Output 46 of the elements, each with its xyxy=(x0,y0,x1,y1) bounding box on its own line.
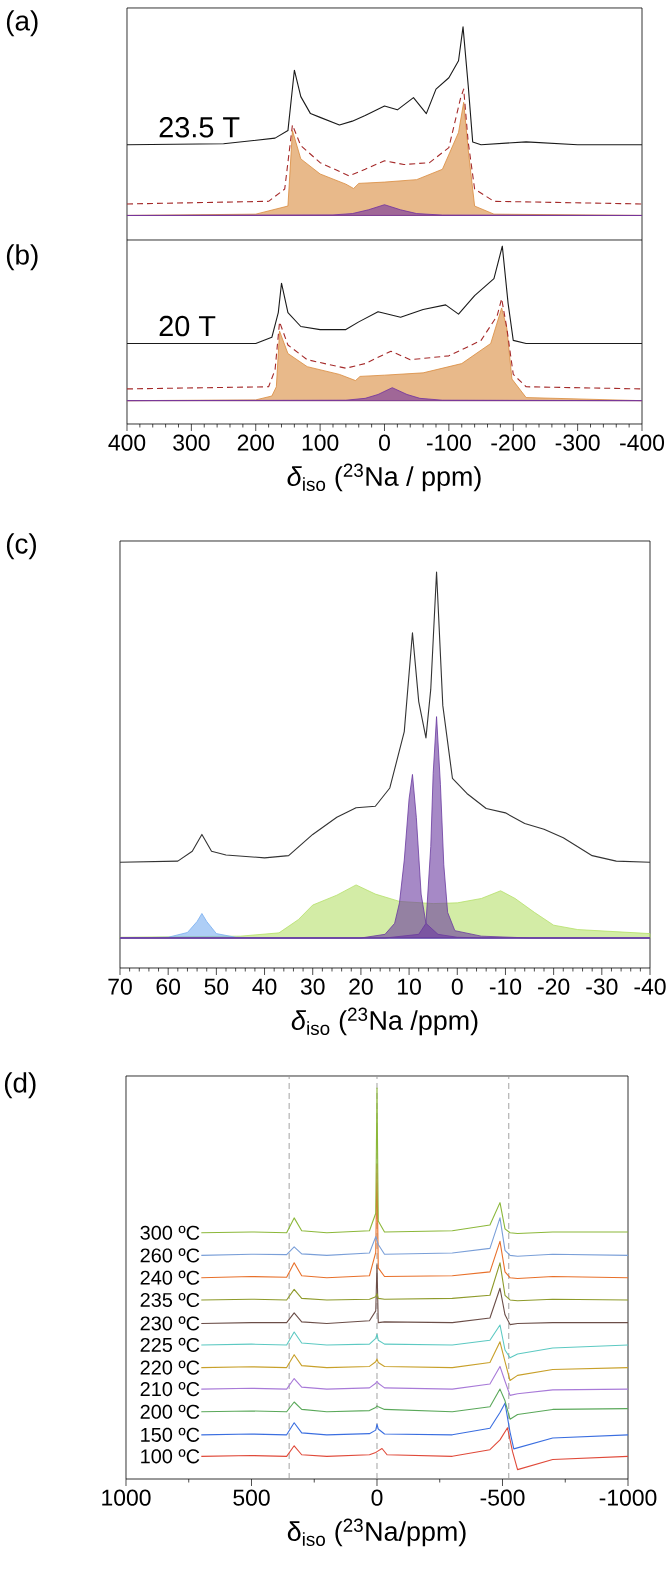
x-tick-label: 500 xyxy=(233,1489,270,1506)
x-tick-label: -300 xyxy=(555,434,600,451)
x-axis-title: δ$_{iso}$ ($^{23}$Na / ppm) xyxy=(287,463,481,492)
chart-title: (b) xyxy=(6,244,38,271)
x-tick-label: -20 xyxy=(538,978,570,995)
x-tick-label: 40 xyxy=(252,978,277,995)
x-tick-label: 0 xyxy=(379,434,390,451)
annotation: 20 T xyxy=(159,315,216,337)
chart-title: (a) xyxy=(6,10,38,37)
series-label: 150 ºC xyxy=(141,1427,200,1442)
series-label: 225 ºC xyxy=(140,1337,200,1352)
series-label: 100 ºC xyxy=(141,1449,200,1464)
series-label: 240 ºC xyxy=(140,1270,200,1285)
x-tick-label: 0 xyxy=(451,978,463,995)
x-tick-label: -10 xyxy=(489,978,522,995)
x-tick-label: 60 xyxy=(156,978,181,995)
series-label: 300 ºC xyxy=(140,1225,200,1240)
series-label: 200 ºC xyxy=(140,1404,200,1419)
x-tick-label: -40 xyxy=(634,978,666,995)
x-tick-label: -1000 xyxy=(599,1489,657,1506)
x-tick-label: 10 xyxy=(398,978,421,995)
x-axis-title: δ$_{iso}$ ($^{23}$Na /ppm) xyxy=(291,1007,478,1036)
chart-title: (c) xyxy=(6,533,36,560)
series-label: 220 ºC xyxy=(140,1360,200,1375)
chart-title: (d) xyxy=(4,1072,36,1099)
series-label: 230 ºC xyxy=(140,1316,200,1331)
x-tick-label: 50 xyxy=(204,978,229,995)
x-tick-label: 70 xyxy=(108,978,132,995)
x-tick-label: 300 xyxy=(173,434,210,451)
x-tick-label: -30 xyxy=(586,978,618,995)
x-tick-label: -100 xyxy=(426,434,471,451)
series-label: 210 ºC xyxy=(140,1382,200,1397)
x-tick-label: 100 xyxy=(302,434,339,451)
x-tick-label: 0 xyxy=(371,1489,383,1506)
x-tick-label: -200 xyxy=(491,434,536,451)
annotation: 23.5 T xyxy=(159,117,240,138)
x-tick-label: 400 xyxy=(108,434,146,451)
x-tick-label: 20 xyxy=(349,978,373,995)
series-label: 235 ºC xyxy=(140,1292,200,1308)
x-tick-label: -500 xyxy=(480,1489,525,1506)
x-tick-label: -400 xyxy=(620,434,665,451)
x-tick-label: 1000 xyxy=(102,1489,151,1506)
series-label: 260 ºC xyxy=(140,1248,200,1263)
x-tick-label: 30 xyxy=(300,978,325,995)
x-axis-title: δ$_{iso}$ ($^{23}$Na/ppm) xyxy=(287,1518,466,1547)
x-tick-label: 200 xyxy=(237,434,274,451)
